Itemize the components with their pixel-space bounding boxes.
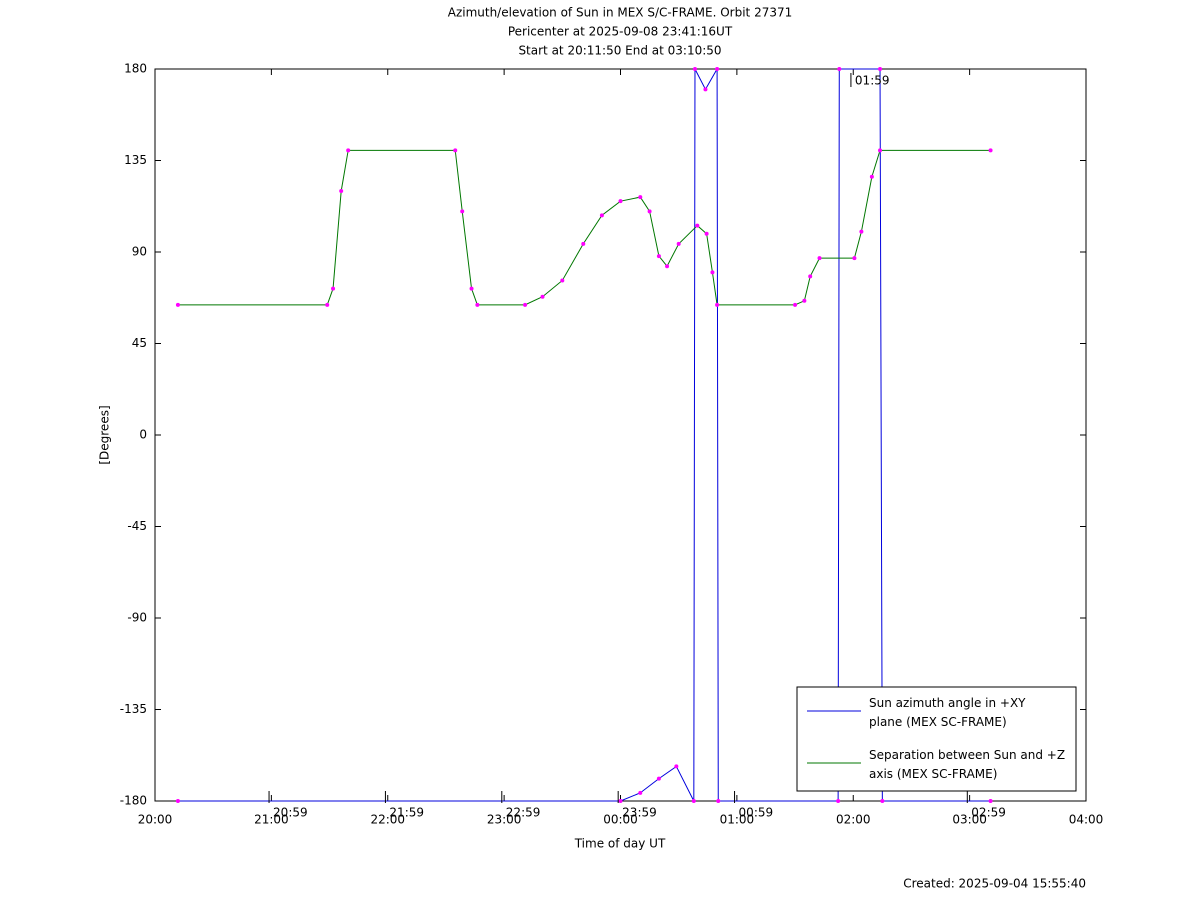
data-point <box>581 241 586 246</box>
data-point <box>339 189 344 193</box>
data-point <box>460 209 465 214</box>
y-tick-label: -135 <box>120 702 147 716</box>
data-point <box>665 264 670 269</box>
data-point <box>692 67 697 71</box>
data-point <box>475 302 480 307</box>
x-tick-label: 03:00 <box>952 813 987 827</box>
data-point <box>540 294 545 299</box>
annotation: 00:59 <box>739 806 774 820</box>
data-point <box>453 148 458 153</box>
annotation: 23:59 <box>622 806 657 820</box>
legend-label: Sun azimuth angle in +XY plane (MEX SC-FR… <box>869 696 1026 729</box>
y-tick-label: 0 <box>139 428 147 442</box>
data-point <box>817 256 822 261</box>
data-point <box>880 799 885 803</box>
data-point <box>599 213 604 218</box>
data-point <box>793 302 798 307</box>
data-point <box>346 148 351 153</box>
data-point <box>988 148 993 153</box>
data-point <box>836 799 841 803</box>
data-point <box>837 67 842 71</box>
chart-subtitle: Start at 20:11:50 End at 03:10:50 <box>518 44 721 58</box>
data-point <box>716 799 721 803</box>
legend-box <box>796 686 1077 792</box>
x-tick-label: 01:00 <box>720 813 755 827</box>
data-point <box>618 799 623 803</box>
data-point <box>703 87 708 92</box>
data-point <box>869 174 874 179</box>
data-point <box>715 302 720 307</box>
data-point <box>695 223 700 228</box>
annotation: 22:59 <box>506 806 541 820</box>
data-point <box>638 195 643 200</box>
data-point <box>638 790 643 795</box>
x-tick-label: 20:00 <box>138 813 173 827</box>
annotation: 21:59 <box>389 806 424 820</box>
x-tick-label: 02:00 <box>836 813 871 827</box>
annotation: 02:59 <box>971 806 1006 820</box>
y-tick-label: 90 <box>132 245 147 259</box>
y-axis-label: [Degrees] <box>98 405 112 464</box>
data-point <box>859 229 864 234</box>
data-point <box>691 799 696 803</box>
y-tick-label: -45 <box>127 519 147 533</box>
x-tick-label: 22:00 <box>370 813 405 827</box>
legend-label: Separation between Sun and +Z axis (MEX S… <box>869 748 1065 781</box>
data-point <box>988 799 993 803</box>
data-point <box>878 148 883 153</box>
footer: Created: 2025-09-04 15:55:40 <box>903 877 1086 891</box>
data-point <box>647 209 652 214</box>
y-tick-label: 180 <box>124 62 147 76</box>
y-tick-label: -180 <box>120 794 147 808</box>
data-point <box>523 302 528 307</box>
chart-subtitle: Pericenter at 2025-09-08 23:41:16UT <box>508 25 733 39</box>
data-point <box>715 67 720 71</box>
chart-title: Azimuth/elevation of Sun in MEX S/C-FRAM… <box>448 6 793 20</box>
data-point <box>676 241 681 246</box>
data-point <box>618 199 623 204</box>
data-point <box>674 764 679 769</box>
data-point <box>331 286 336 291</box>
x-tick-label: 04:00 <box>1069 813 1104 827</box>
data-point <box>469 286 474 291</box>
x-tick-label: 23:00 <box>487 813 522 827</box>
data-point <box>802 298 807 303</box>
data-point <box>175 302 180 307</box>
data-point <box>852 256 857 261</box>
data-point <box>808 274 813 279</box>
y-tick-label: 45 <box>132 336 147 350</box>
x-tick-label: 21:00 <box>254 813 289 827</box>
y-tick-label: -90 <box>127 611 147 625</box>
data-point <box>175 799 180 803</box>
data-line <box>177 149 991 306</box>
x-axis-label: Time of day UT <box>574 837 666 851</box>
annotation: 01:59 <box>855 74 890 88</box>
y-tick-label: 135 <box>124 153 147 167</box>
data-point <box>656 254 661 259</box>
data-point <box>704 231 709 236</box>
data-point <box>656 776 661 781</box>
data-point <box>560 278 565 283</box>
x-tick-label: 00:00 <box>603 813 638 827</box>
data-point <box>878 67 883 71</box>
annotation: 20:59 <box>273 806 308 820</box>
data-point <box>325 302 330 307</box>
data-point <box>710 270 715 275</box>
